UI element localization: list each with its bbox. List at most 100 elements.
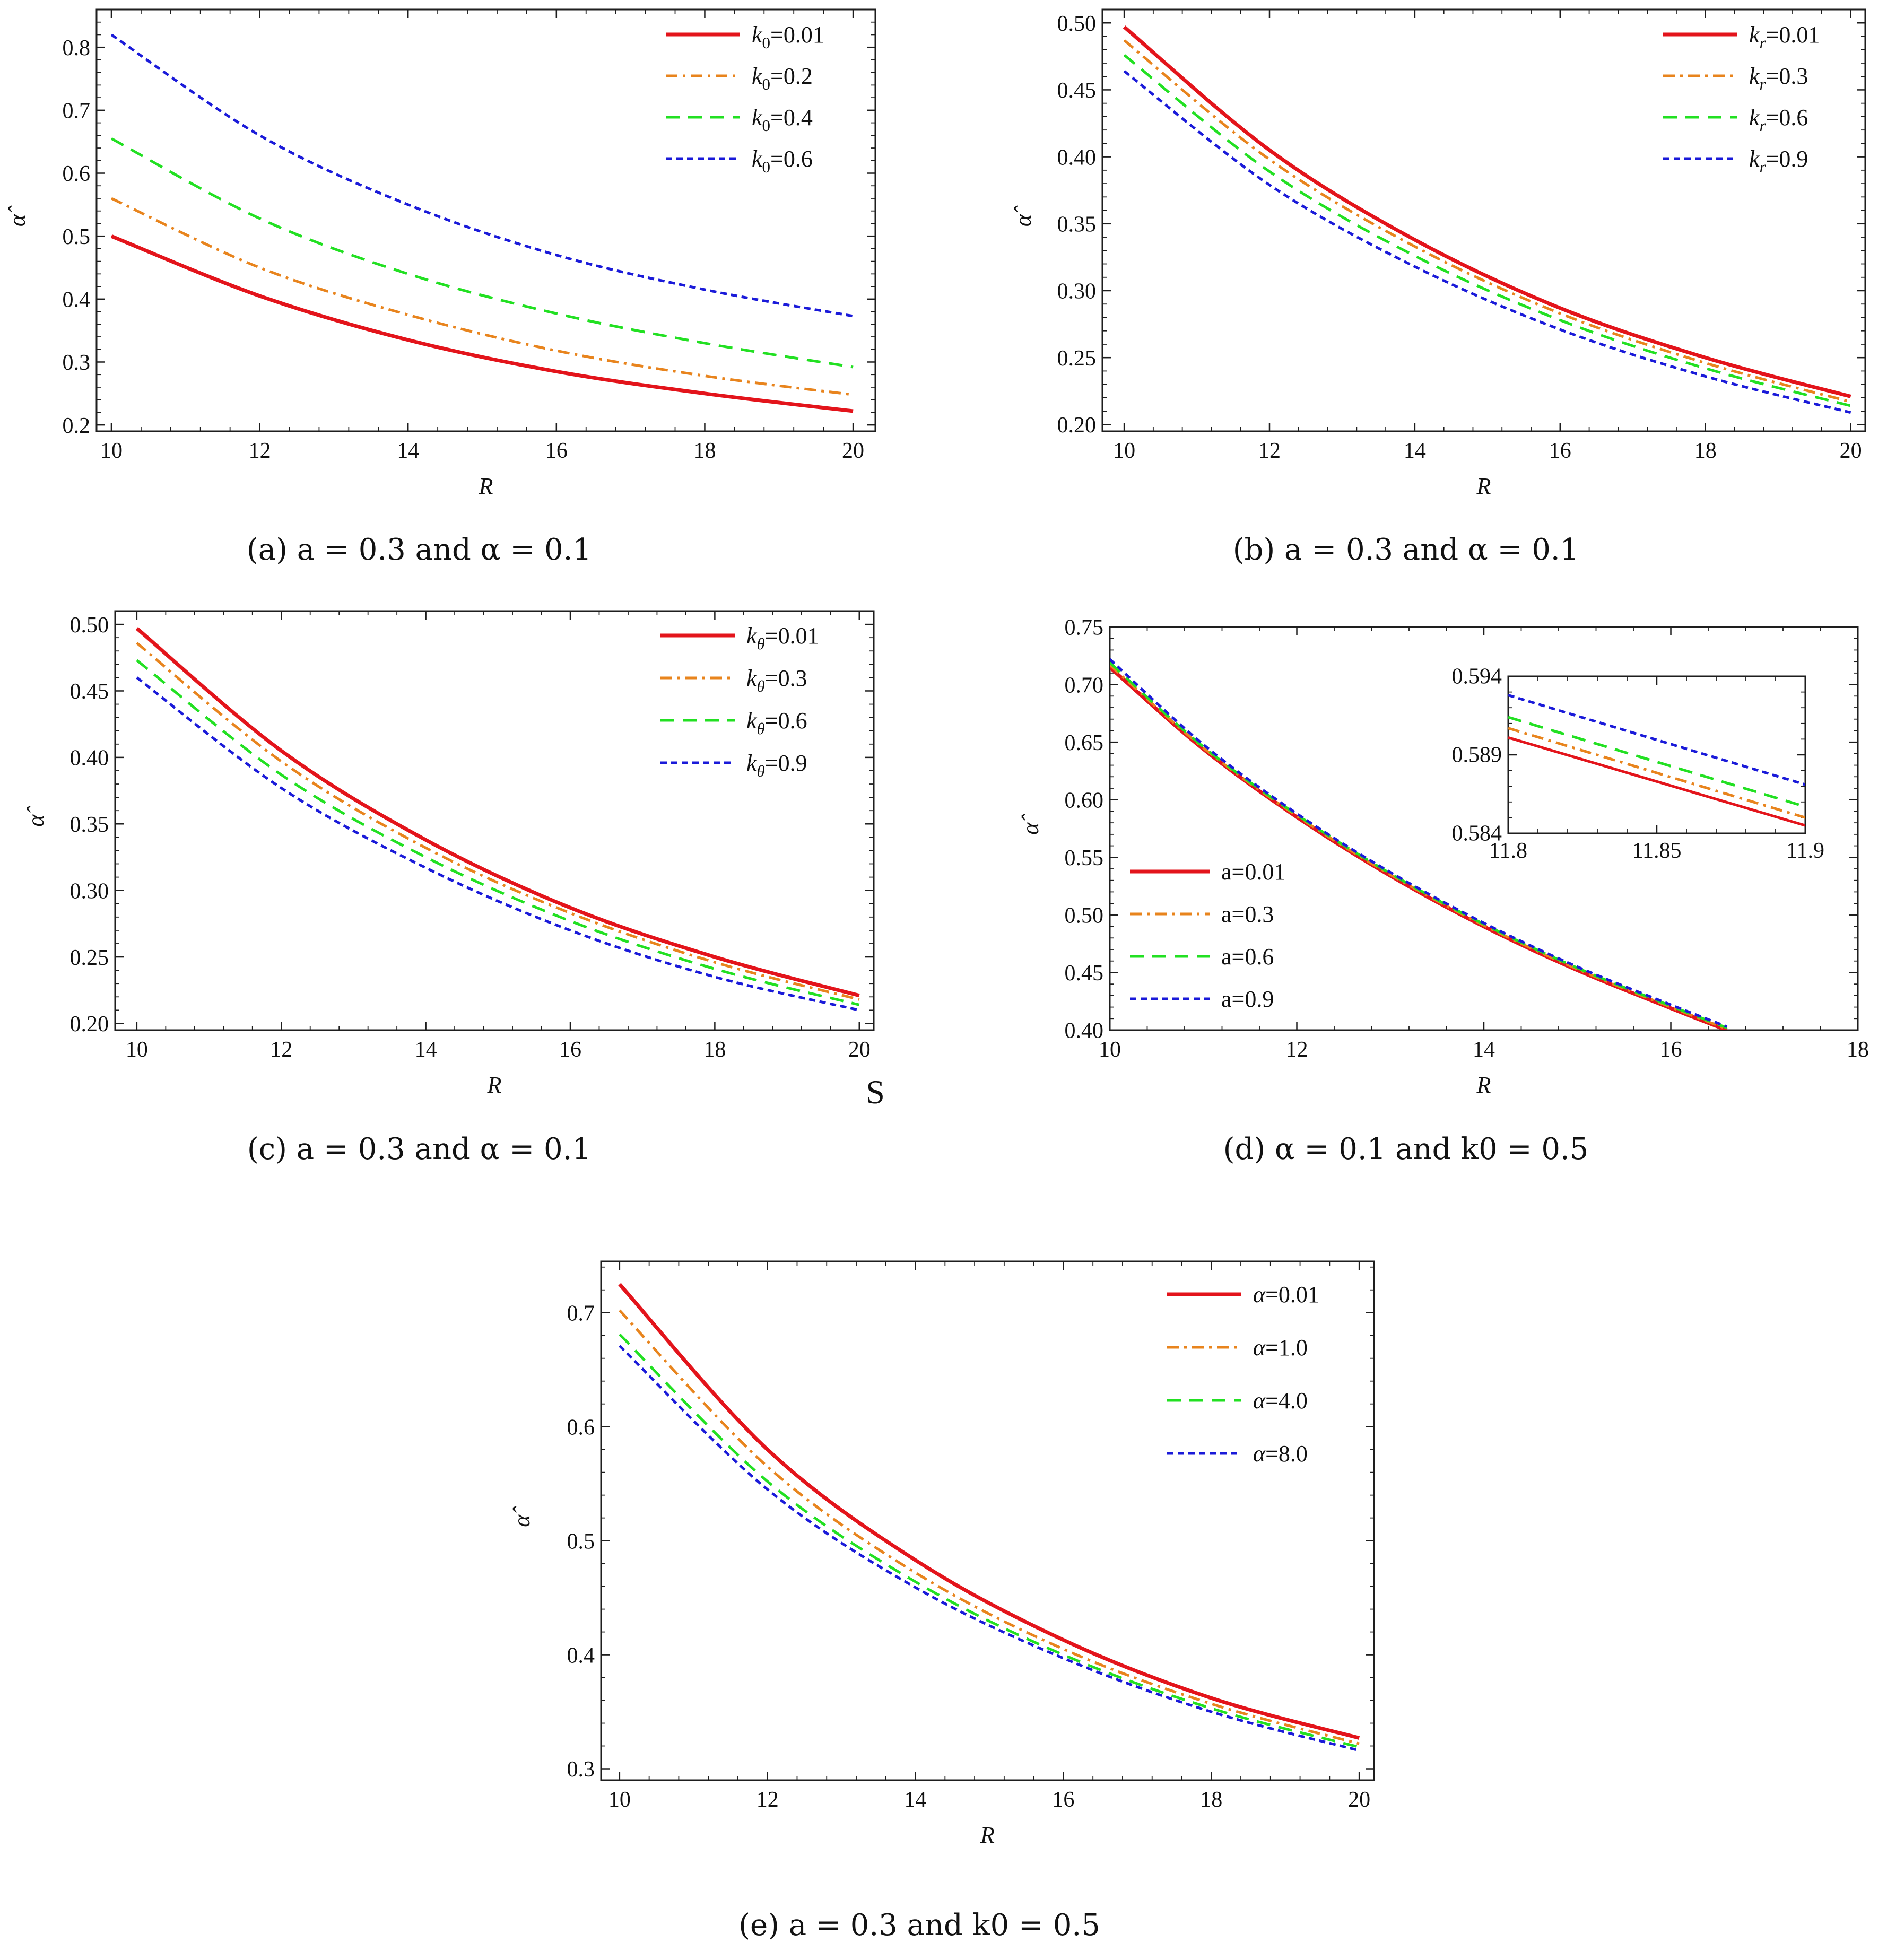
x-tick-label: 10 [126,1038,148,1062]
x-tick-label: 20 [842,439,864,463]
y-tick-label: 0.4 [567,1643,595,1668]
panel-caption: (a) a = 0.3 and α = 0.1 [247,533,592,567]
x-tick-label: 12 [249,439,271,463]
x-tick-label: 18 [703,1038,726,1062]
y-axis-label: α̂ [1010,205,1036,227]
stray-letter: S [866,1073,885,1111]
y-tick-label: 0.45 [70,680,109,704]
series-line-kr-0-6 [1123,54,1851,407]
y-tick-label: 0.45 [1065,961,1104,986]
x-tick-label: 18 [1694,439,1717,463]
panel-a: 10 12 14 16 18 20 0.2 0.3 0.4 0.5 0.6 0.7 0.8 Rα̂ k0=0… [4,8,876,567]
x-tick-label: 11.8 [1489,839,1527,863]
y-tick-label: 0.30 [70,879,109,903]
series-line-k0-0-6 [110,33,854,318]
x-tick-label: 14 [397,439,419,463]
legend: kr=0.01 kr=0.3 kr=0.6 kr=0.9 [1663,22,1820,176]
series-line-blue [1508,694,1805,786]
x-tick-label: 18 [1200,1788,1222,1812]
y-tick-label: 0.594 [1452,664,1502,689]
y-axis-label: α̂ [509,1505,535,1527]
legend: kθ=0.01 kθ=0.3 kθ=0.6 kθ=0.9 [660,623,819,780]
x-axis-label: R [980,1822,995,1848]
x-tick-label: 16 [1549,439,1571,463]
series-line-kr-0-9 [1123,70,1851,414]
y-axis-label: α̂ [1018,813,1043,834]
legend-label: α=4.0 [1253,1388,1308,1414]
y-tick-label: 0.65 [1065,731,1104,755]
x-tick-label: 14 [905,1788,927,1812]
y-tick-label: 0.2 [63,414,91,438]
series-line-a-0-9 [1110,658,1728,1028]
y-tick-label: 0.25 [1057,346,1097,371]
x-tick-label: 16 [1660,1038,1682,1062]
legend: k0=0.01 k0=0.2 k0=0.4 k0=0.6 [666,22,824,176]
y-tick-label: 0.8 [63,36,91,60]
x-tick-label: 10 [608,1788,631,1812]
y-tick-label: 0.70 [1065,673,1104,698]
series-line--4-0 [619,1333,1360,1749]
legend-label: k0=0.6 [752,146,813,176]
series-line-k-0-01 [135,626,860,998]
x-tick-label: 16 [545,439,568,463]
panel-caption: (b) a = 0.3 and α = 0.1 [1233,533,1579,567]
y-tick-label: 0.7 [567,1301,595,1326]
x-tick-label: 14 [1404,439,1426,463]
panel-e: 10 12 14 16 18 20 0.3 0.4 0.5 0.6 0.7 Rα̂ α=0.01 α=1.… [509,1260,1375,1942]
y-tick-label: 0.5 [63,225,91,249]
x-axis-label: R [1476,473,1491,499]
legend-label: a=0.3 [1221,901,1274,927]
inset-plot: 11.8 11.85 11.9 0.584 0.589 0.594 [1452,664,1824,863]
y-tick-label: 0.3 [567,1757,595,1782]
x-tick-label: 18 [693,439,716,463]
y-tick-label: 0.25 [70,946,109,970]
y-tick-label: 0.75 [1065,616,1104,640]
legend-label: a=0.9 [1221,986,1274,1012]
legend-label: kr=0.9 [1749,146,1808,176]
x-tick-label: 10 [100,439,123,463]
y-tick-label: 0.5 [567,1529,595,1554]
y-tick-label: 0.4 [63,288,91,312]
legend-label: α=0.01 [1253,1282,1319,1308]
series-line-k-0-9 [136,676,860,1012]
x-axis-label: R [1476,1072,1491,1098]
y-tick-label: 0.30 [1057,280,1097,304]
x-tick-label: 14 [415,1038,437,1062]
x-tick-label: 16 [1052,1788,1074,1812]
x-tick-label: 20 [1840,439,1862,463]
series-line--1-0 [619,1309,1360,1745]
x-tick-label: 12 [756,1788,779,1812]
legend-label: k0=0.4 [752,104,813,135]
legend-label: kr=0.6 [1749,104,1808,135]
y-tick-label: 0.55 [1065,846,1104,870]
x-tick-label: 10 [1099,1038,1121,1062]
y-tick-label: 0.589 [1452,743,1502,767]
y-tick-label: 0.7 [63,99,91,124]
y-tick-label: 0.60 [1065,788,1104,813]
y-axis-label: α̂ [23,805,49,826]
panel-c: 10 12 14 16 18 20 0.20 0.25 0.30 0.35 0.40 0.45 0.50… [23,610,875,1166]
y-tick-label: 0.35 [1057,213,1097,237]
series-line-red [1508,736,1805,827]
x-tick-label: 12 [1258,439,1281,463]
panel-caption: (d) α = 0.1 and k0 = 0.5 [1223,1132,1589,1166]
x-tick-label: 18 [1847,1038,1869,1062]
y-tick-label: 0.40 [70,746,109,771]
y-axis-label: α̂ [4,205,30,227]
y-tick-label: 0.3 [63,351,91,375]
legend-label: kθ=0.9 [746,750,807,780]
panel-caption: (e) a = 0.3 and k0 = 0.5 [738,1908,1100,1942]
y-tick-label: 0.6 [567,1415,595,1440]
series-line--8-0 [619,1345,1360,1752]
series-line-green [1508,716,1805,808]
legend-label: a=0.6 [1221,944,1274,970]
y-tick-label: 0.40 [1065,1019,1104,1043]
y-tick-label: 0.6 [63,162,91,186]
series-line-k-0-3 [136,642,860,1001]
y-tick-label: 0.584 [1452,821,1502,846]
legend: α=0.01 α=1.0 α=4.0 α=8.0 [1167,1282,1319,1467]
panel-caption: (c) a = 0.3 and α = 0.1 [247,1132,591,1166]
plot-frame [114,610,875,1031]
x-tick-label: 12 [1286,1038,1308,1062]
